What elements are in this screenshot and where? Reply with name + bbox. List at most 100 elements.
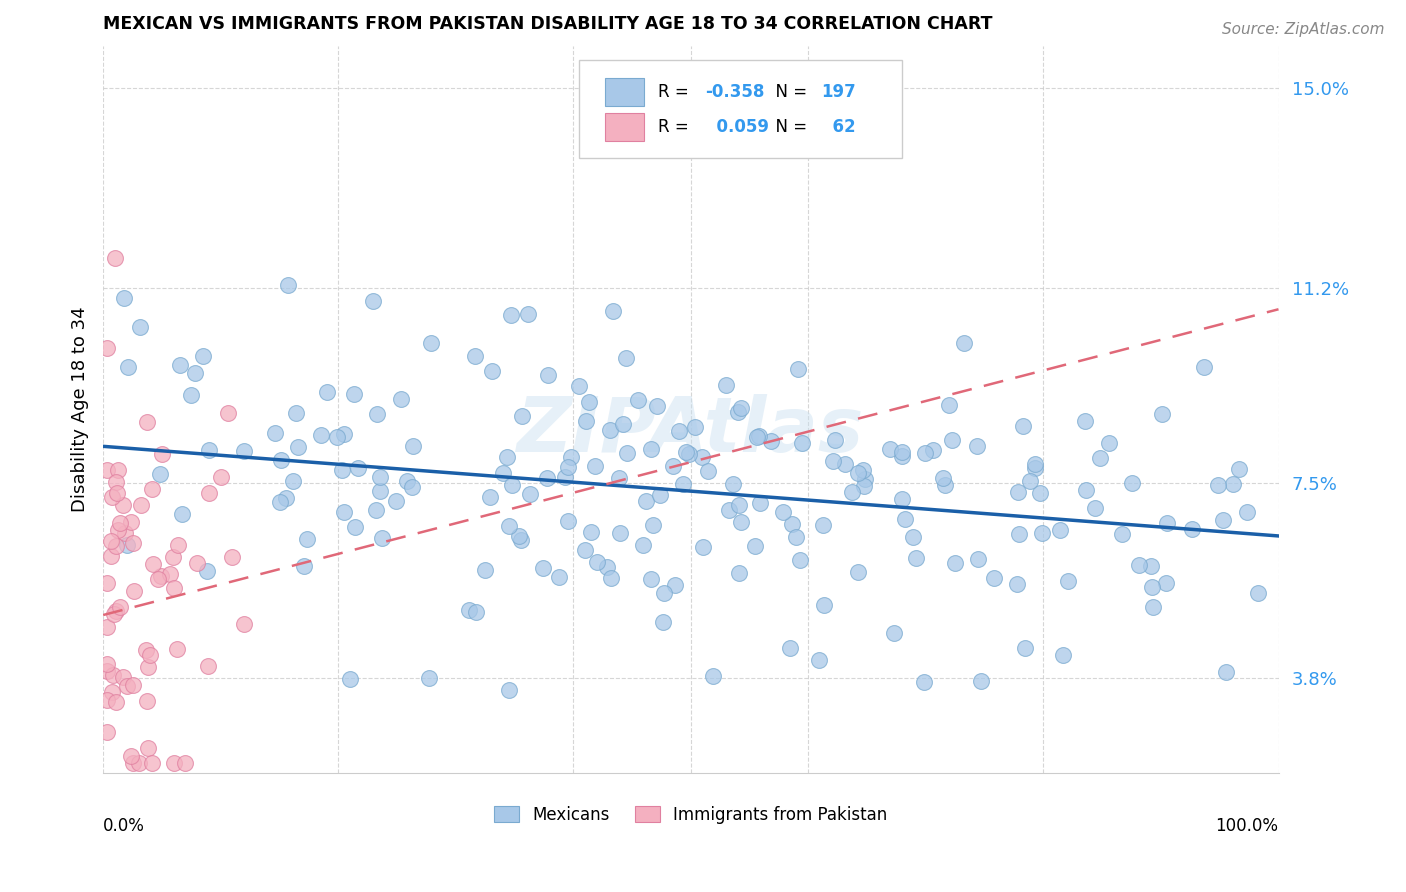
- Point: [730, 516, 752, 530]
- Point: [128, 756, 150, 770]
- Point: [807, 653, 830, 667]
- Point: [932, 471, 955, 485]
- Point: [934, 478, 956, 492]
- Point: [557, 514, 579, 528]
- Point: [616, 351, 638, 365]
- Point: [1206, 478, 1229, 492]
- Point: [510, 533, 533, 547]
- Point: [96, 341, 118, 355]
- Point: [197, 443, 219, 458]
- Point: [640, 572, 662, 586]
- Point: [846, 466, 869, 480]
- Point: [112, 291, 135, 305]
- Point: [574, 542, 596, 557]
- Point: [104, 604, 127, 618]
- Point: [780, 517, 803, 532]
- Point: [922, 442, 945, 457]
- Point: [186, 556, 208, 570]
- Point: [772, 505, 794, 519]
- Point: [952, 336, 974, 351]
- Point: [714, 377, 737, 392]
- Point: [841, 485, 863, 500]
- Point: [96, 692, 118, 706]
- Point: [217, 406, 239, 420]
- Point: [479, 490, 502, 504]
- Point: [115, 679, 138, 693]
- Point: [745, 429, 768, 443]
- Point: [163, 756, 186, 770]
- Point: [103, 607, 125, 621]
- Point: [1140, 580, 1163, 594]
- Point: [496, 450, 519, 464]
- Point: [146, 572, 169, 586]
- Point: [295, 532, 318, 546]
- Point: [727, 405, 749, 419]
- Text: R =: R =: [658, 118, 695, 136]
- Point: [1121, 475, 1143, 490]
- Point: [1052, 648, 1074, 662]
- Point: [596, 559, 619, 574]
- Point: [120, 749, 142, 764]
- Point: [728, 566, 751, 581]
- Point: [347, 460, 370, 475]
- FancyBboxPatch shape: [605, 113, 644, 141]
- Point: [516, 308, 538, 322]
- Point: [678, 446, 700, 460]
- Point: [101, 668, 124, 682]
- Point: [111, 499, 134, 513]
- Point: [100, 685, 122, 699]
- Point: [1111, 526, 1133, 541]
- Point: [232, 444, 254, 458]
- Point: [1156, 516, 1178, 531]
- Point: [287, 440, 309, 454]
- Point: [333, 505, 356, 519]
- Point: [970, 673, 993, 688]
- Point: [167, 538, 190, 552]
- Y-axis label: Disability Age 18 to 34: Disability Age 18 to 34: [72, 307, 89, 512]
- Point: [634, 494, 657, 508]
- Point: [779, 640, 801, 655]
- Point: [1019, 474, 1042, 488]
- Point: [163, 581, 186, 595]
- Point: [142, 557, 165, 571]
- Point: [474, 563, 496, 577]
- Point: [136, 659, 159, 673]
- Point: [1088, 451, 1111, 466]
- Point: [464, 605, 486, 619]
- Point: [1222, 476, 1244, 491]
- Point: [209, 470, 232, 484]
- Point: [692, 540, 714, 554]
- Point: [672, 477, 695, 491]
- Point: [1083, 500, 1105, 515]
- Point: [457, 603, 479, 617]
- Point: [1012, 419, 1035, 434]
- Point: [112, 670, 135, 684]
- Point: [136, 415, 159, 429]
- Point: [107, 463, 129, 477]
- Point: [325, 430, 347, 444]
- Point: [384, 494, 406, 508]
- Point: [728, 499, 751, 513]
- Point: [96, 620, 118, 634]
- Point: [1140, 559, 1163, 574]
- Point: [643, 518, 665, 533]
- Point: [748, 428, 770, 442]
- Point: [221, 549, 243, 564]
- Text: 62: 62: [821, 118, 856, 136]
- Point: [104, 539, 127, 553]
- Point: [599, 423, 621, 437]
- Point: [371, 531, 394, 545]
- Point: [1180, 522, 1202, 536]
- Point: [938, 398, 960, 412]
- Point: [184, 366, 207, 380]
- Point: [105, 475, 128, 490]
- Text: N =: N =: [765, 118, 813, 136]
- Point: [631, 538, 654, 552]
- Point: [198, 485, 221, 500]
- Point: [853, 472, 876, 486]
- Point: [418, 672, 440, 686]
- Point: [149, 467, 172, 481]
- Point: [129, 320, 152, 334]
- Point: [1008, 527, 1031, 541]
- Point: [136, 693, 159, 707]
